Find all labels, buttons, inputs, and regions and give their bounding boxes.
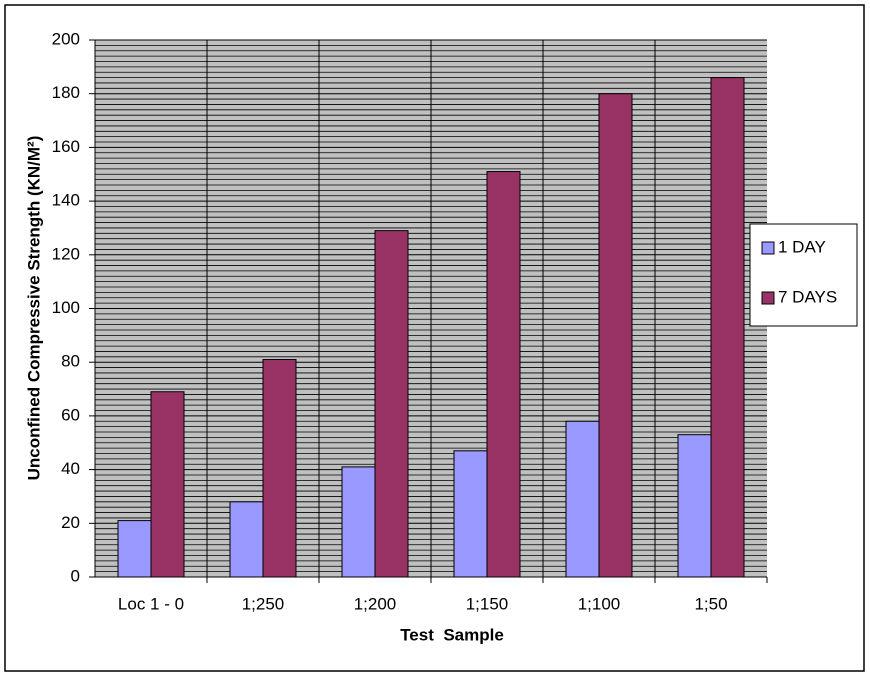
bar: [453, 450, 488, 578]
y-tick-label: 0: [71, 566, 80, 585]
bar: [598, 93, 633, 578]
x-axis-label: Test Sample: [400, 625, 504, 644]
x-tick-label: 1;150: [466, 594, 509, 613]
y-tick-label: 60: [61, 405, 80, 424]
legend-swatch: [761, 241, 775, 255]
bar: [341, 466, 376, 578]
bar: [117, 520, 152, 578]
x-tick-label: 1;200: [354, 594, 397, 613]
bar: [374, 230, 409, 578]
x-tick-label: 1;50: [694, 594, 727, 613]
y-tick-label: 100: [52, 298, 80, 317]
legend-box: [749, 223, 858, 327]
bar: [150, 391, 185, 578]
bar: [565, 420, 600, 578]
y-tick-label: 80: [61, 352, 80, 371]
y-axis-label: Unconfined Compressive Strength (KN/M²): [24, 136, 43, 481]
x-tick-label: 1;250: [242, 594, 285, 613]
bar: [677, 434, 712, 578]
bar: [710, 77, 745, 578]
bar: [229, 501, 264, 578]
y-tick-label: 140: [52, 191, 80, 210]
y-tick-label: 120: [52, 244, 80, 263]
x-tick-label: 1;100: [578, 594, 621, 613]
legend-swatch: [761, 291, 775, 305]
y-tick-label: 180: [52, 83, 80, 102]
y-tick-label: 200: [52, 29, 80, 48]
y-tick-label: 40: [61, 459, 80, 478]
bar: [486, 171, 521, 578]
legend-label: 7 DAYS: [778, 287, 837, 306]
x-tick-label: Loc 1 - 0: [118, 594, 184, 613]
y-tick-label: 160: [52, 137, 80, 156]
bar: [262, 359, 297, 578]
y-tick-label: 20: [61, 513, 80, 532]
legend-label: 1 DAY: [778, 237, 826, 256]
